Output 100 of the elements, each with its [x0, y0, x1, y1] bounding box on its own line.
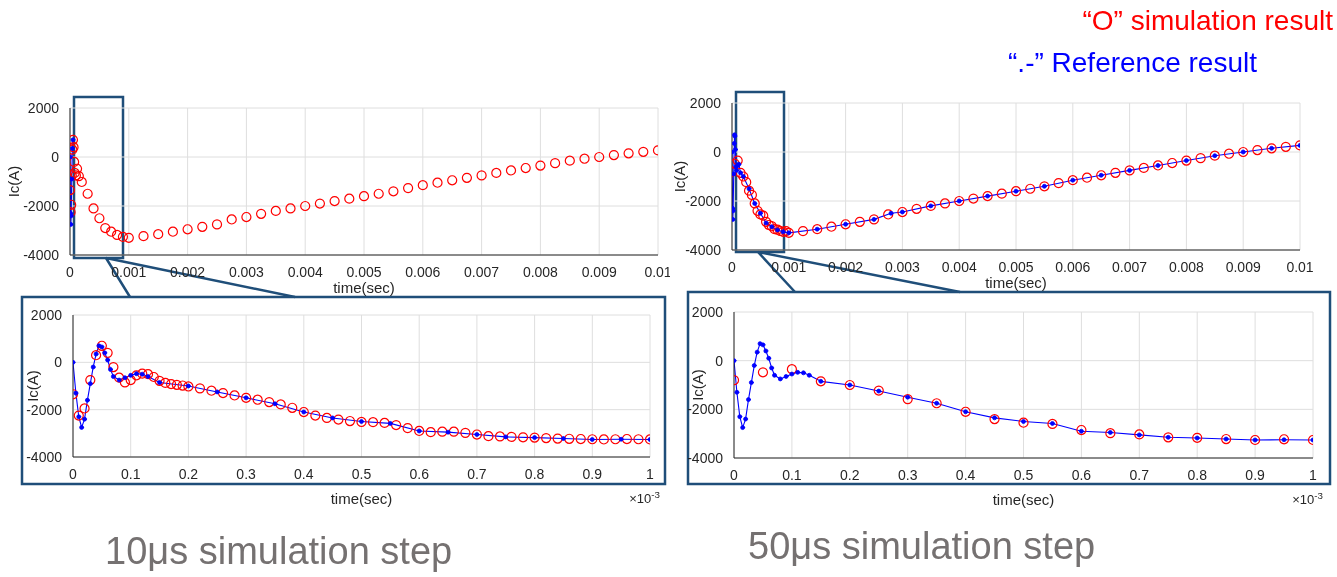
- x-tick-label: 0.7: [1129, 466, 1150, 483]
- x-tick-label: 0.2: [840, 466, 860, 483]
- point: [117, 231, 129, 242]
- point: [623, 148, 634, 159]
- x-tick-label: 0.3: [236, 465, 257, 482]
- point: [1110, 167, 1121, 178]
- point: [373, 188, 384, 199]
- point: [1252, 144, 1263, 156]
- x-tick-label: 0.006: [405, 263, 441, 280]
- point: [153, 229, 164, 240]
- point: [270, 205, 281, 217]
- y-tick-label: -2000: [685, 192, 722, 209]
- point: [902, 394, 913, 405]
- text: ×10$^{-3}$: [629, 488, 660, 506]
- point: [1138, 162, 1149, 174]
- point: [1167, 157, 1178, 169]
- y-tick-label: -4000: [685, 241, 722, 258]
- point: [746, 189, 757, 200]
- x-tick-label: 0.008: [522, 263, 559, 280]
- point: [505, 165, 517, 176]
- text: “.-” Reference result: [1008, 46, 1257, 80]
- point: [123, 232, 134, 243]
- y-tick-label: 2000: [27, 99, 60, 116]
- y-tick-label: -2000: [26, 401, 63, 418]
- point: [752, 205, 763, 216]
- x-tick-label: 0.003: [228, 263, 265, 280]
- x-axis-title: time(sec): [985, 274, 1047, 291]
- x-tick-label: 0.4: [294, 465, 314, 482]
- x-tick-label: 0.009: [581, 263, 617, 280]
- point: [417, 180, 428, 191]
- x-tick-label: 1: [646, 465, 655, 482]
- x-axis-title: time(sec): [992, 491, 1055, 508]
- point: [968, 193, 979, 204]
- point: [520, 162, 531, 174]
- x-tick-label: 0.6: [1071, 466, 1092, 483]
- x-axis-title: time(sec): [330, 490, 393, 507]
- point: [285, 203, 296, 214]
- x-tick-label: 0.8: [1187, 466, 1208, 483]
- x-tick-label: 0.008: [1168, 258, 1205, 275]
- point: [760, 216, 772, 227]
- point: [138, 231, 149, 242]
- x-tick-label: 0.01: [644, 263, 672, 280]
- y-axis-title: Ic(A): [5, 165, 23, 198]
- x-tick-label: 0.009: [1225, 258, 1261, 275]
- x-tick-label: 0.1: [782, 466, 802, 483]
- point: [358, 191, 370, 202]
- y-tick-label: 2000: [691, 303, 724, 320]
- point: [883, 209, 894, 220]
- x-tick-label: 0.7: [467, 465, 487, 482]
- point: [182, 224, 193, 235]
- x-tick-label: 0.004: [941, 258, 977, 275]
- point: [1047, 418, 1058, 430]
- point: [255, 208, 267, 219]
- x-tick-label: 0.9: [582, 465, 603, 482]
- x-tick-label: 0.9: [1245, 466, 1266, 483]
- point: [71, 163, 83, 174]
- y-tick-label: -4000: [26, 448, 63, 465]
- x-tick-label: 0: [728, 258, 737, 275]
- point: [854, 216, 865, 227]
- point: [594, 151, 605, 163]
- point: [1195, 153, 1206, 164]
- x-tick-label: 0.1: [120, 465, 141, 482]
- x-tick-label: 1: [1309, 466, 1318, 483]
- point: [757, 367, 769, 378]
- point: [402, 183, 414, 194]
- point: [1025, 183, 1036, 194]
- y-tick-label: -2000: [23, 197, 60, 214]
- y-tick-label: 0: [51, 148, 60, 165]
- y-tick-label: -4000: [23, 246, 60, 263]
- point: [1223, 148, 1235, 159]
- point: [826, 221, 837, 232]
- point: [314, 198, 326, 209]
- y-tick-label: 0: [715, 352, 724, 369]
- point: [344, 193, 355, 204]
- x-tick-label: 0: [730, 466, 739, 483]
- point: [535, 160, 546, 171]
- point: [432, 177, 443, 188]
- point: [300, 200, 311, 212]
- point: [743, 185, 755, 196]
- x-tick-label: 0.2: [178, 465, 199, 482]
- point: [106, 226, 117, 237]
- point: [88, 203, 99, 214]
- point: [564, 155, 575, 166]
- point: [1105, 428, 1116, 439]
- x-tick-label: 0.005: [998, 258, 1034, 275]
- y-axis-title: Ic(A): [24, 370, 42, 402]
- point: [1053, 178, 1064, 189]
- x-tick-label: 0.8: [524, 465, 545, 482]
- point: [476, 170, 487, 181]
- point: [638, 146, 649, 157]
- text: “O” simulation result: [1081, 4, 1333, 38]
- y-tick-label: 0: [713, 143, 722, 160]
- x-tick-label: 0.001: [771, 258, 807, 275]
- point: [1280, 141, 1291, 152]
- text: ×10$^{-3}$: [1292, 489, 1323, 507]
- point: [989, 413, 1000, 425]
- x-tick-label: 0.3: [897, 466, 918, 483]
- point: [608, 149, 620, 161]
- x-tick-label: 0.004: [287, 263, 323, 280]
- x-tick-label: 0.4: [955, 466, 976, 483]
